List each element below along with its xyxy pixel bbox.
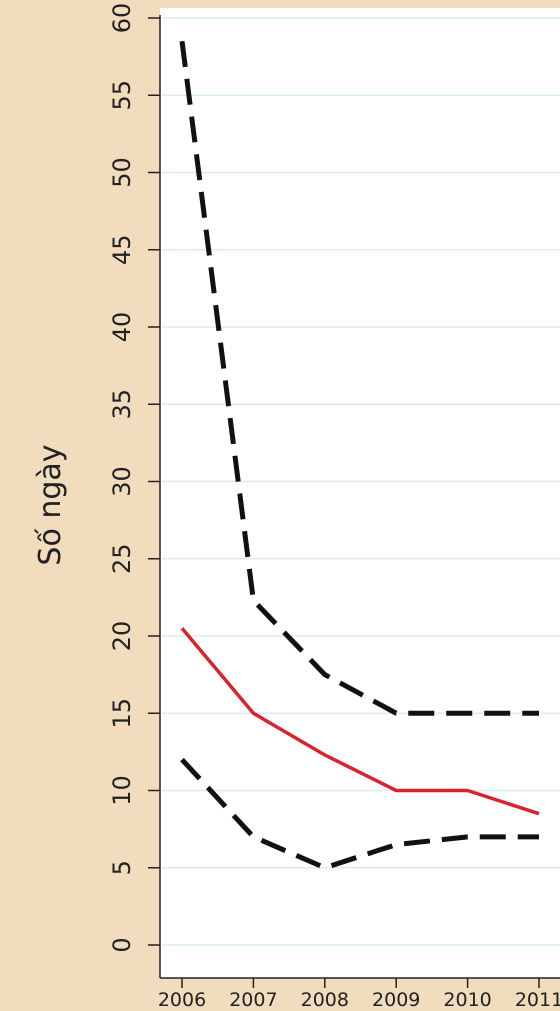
y-tick-label-25: 25	[108, 543, 136, 574]
y-tick-label-5: 5	[108, 860, 136, 875]
y-tick-label-15: 15	[108, 698, 136, 729]
y-axis-label: Số ngày	[33, 444, 68, 565]
y-tick-label-60: 60	[108, 3, 136, 34]
series-line-1	[179, 40, 539, 716]
y-tick-label-0: 0	[108, 937, 136, 952]
y-tick-label-30: 30	[108, 466, 136, 497]
series-line-2	[180, 627, 540, 816]
x-tick-label-2010: 2010	[443, 989, 491, 1011]
x-tick-label-2007: 2007	[229, 989, 277, 1011]
series-lines	[179, 40, 540, 871]
y-tick-label-50: 50	[108, 157, 136, 188]
x-tick-label-2008: 2008	[301, 989, 349, 1011]
x-axis-ticks: 2006 2007 2008 2009 2010 2011	[158, 978, 560, 1011]
y-tick-label-20: 20	[108, 621, 136, 652]
gridlines	[162, 17, 560, 946]
x-tick-label-2006: 2006	[158, 989, 206, 1011]
y-tick-label-45: 45	[108, 234, 136, 265]
x-tick-label-2011: 2011	[515, 989, 560, 1011]
series-line-3	[180, 757, 539, 871]
x-tick-label-2009: 2009	[372, 989, 420, 1011]
y-axis-ticks: 0 5 10 15 20 25 30 35 40 45 50 55 60	[108, 3, 160, 953]
plot-area	[160, 8, 560, 978]
y-tick-label-40: 40	[108, 312, 136, 343]
y-tick-label-35: 35	[108, 389, 136, 420]
y-tick-label-10: 10	[108, 775, 136, 806]
y-tick-label-55: 55	[108, 80, 136, 111]
